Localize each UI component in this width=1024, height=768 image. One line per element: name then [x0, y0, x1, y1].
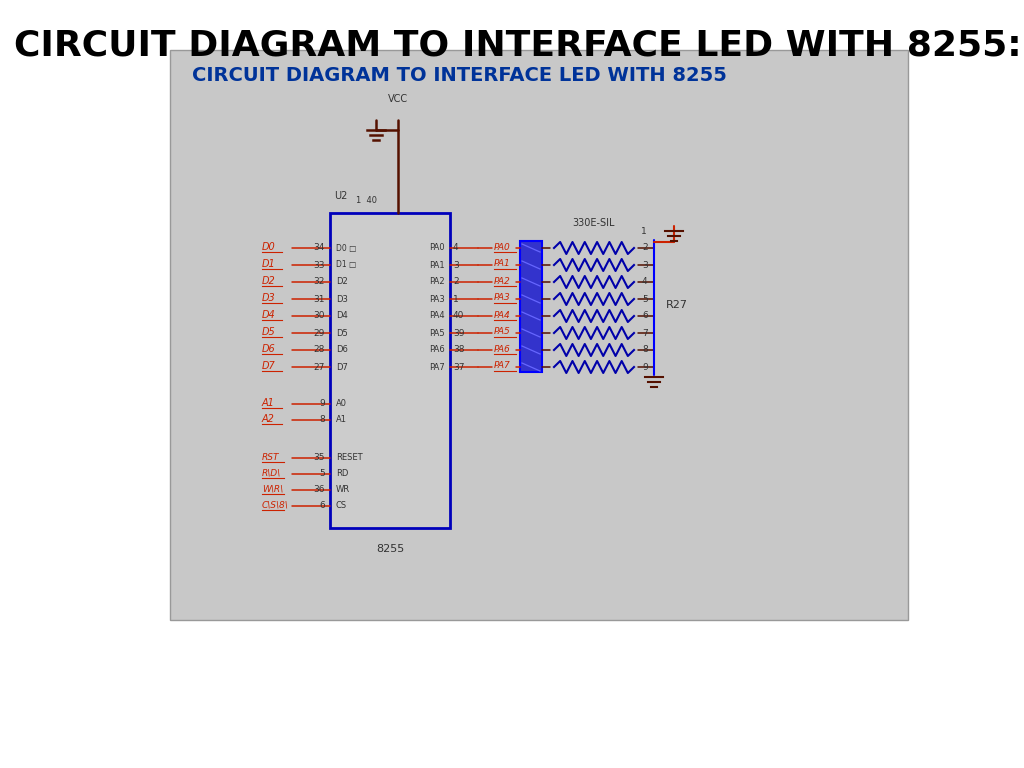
Text: RST: RST: [262, 452, 280, 462]
Text: D3: D3: [336, 294, 348, 303]
Text: PA7: PA7: [429, 362, 445, 372]
Text: U2: U2: [334, 191, 347, 201]
Text: 32: 32: [313, 277, 325, 286]
Text: 4: 4: [642, 277, 647, 286]
Text: RESET: RESET: [336, 453, 362, 462]
Text: 39: 39: [453, 329, 465, 337]
Text: 3: 3: [453, 260, 459, 270]
Text: 6: 6: [642, 312, 648, 320]
Text: CS: CS: [336, 502, 347, 511]
Text: PA3: PA3: [429, 294, 445, 303]
Text: D4: D4: [336, 312, 348, 320]
Text: D1 □: D1 □: [336, 260, 356, 270]
Text: RD: RD: [336, 469, 348, 478]
Text: PA4: PA4: [494, 310, 511, 319]
Text: 5: 5: [642, 294, 648, 303]
Text: PA3: PA3: [494, 293, 511, 303]
Text: D2: D2: [336, 277, 348, 286]
Text: PA0: PA0: [494, 243, 511, 251]
Text: 2: 2: [642, 243, 647, 253]
Text: 4: 4: [453, 243, 459, 253]
Text: D0 □: D0 □: [336, 243, 356, 253]
Text: CIRCUIT DIAGRAM TO INTERFACE LED WITH 8255: CIRCUIT DIAGRAM TO INTERFACE LED WITH 82…: [193, 66, 727, 85]
Text: 9: 9: [642, 362, 648, 372]
Text: PA6: PA6: [494, 345, 511, 353]
Text: 27: 27: [313, 362, 325, 372]
Text: PA7: PA7: [494, 362, 511, 370]
Text: 7: 7: [642, 329, 648, 337]
Text: PA1: PA1: [494, 260, 511, 269]
Text: 28: 28: [313, 346, 325, 355]
Text: 1  40: 1 40: [356, 196, 377, 205]
Text: A0: A0: [336, 399, 347, 409]
Text: 30: 30: [313, 312, 325, 320]
Text: 38: 38: [453, 346, 465, 355]
Text: D6: D6: [262, 344, 275, 354]
Text: A1: A1: [262, 398, 274, 408]
Text: D1: D1: [262, 259, 275, 269]
Text: PA5: PA5: [494, 327, 511, 336]
Text: 8: 8: [319, 415, 325, 425]
Text: 9: 9: [319, 399, 325, 409]
Text: 40: 40: [453, 312, 464, 320]
Text: 1: 1: [453, 294, 459, 303]
Text: PA5: PA5: [429, 329, 445, 337]
Text: D7: D7: [336, 362, 348, 372]
Text: PA4: PA4: [429, 312, 445, 320]
Text: 34: 34: [313, 243, 325, 253]
Text: D2: D2: [262, 276, 275, 286]
Text: R27: R27: [666, 300, 688, 310]
Text: 5: 5: [319, 469, 325, 478]
Text: WR: WR: [336, 485, 350, 495]
Text: 8255: 8255: [376, 544, 404, 554]
Text: PA2: PA2: [494, 276, 511, 286]
Text: D7: D7: [262, 361, 275, 371]
Text: 1: 1: [641, 227, 647, 236]
Text: D0: D0: [262, 242, 275, 252]
Text: 36: 36: [313, 485, 325, 495]
Text: PA6: PA6: [429, 346, 445, 355]
Text: PA2: PA2: [429, 277, 445, 286]
Text: D5: D5: [262, 327, 275, 337]
Text: PA0: PA0: [429, 243, 445, 253]
Text: A2: A2: [262, 414, 274, 424]
Text: PA1: PA1: [429, 260, 445, 270]
Text: 3: 3: [642, 260, 648, 270]
Text: 37: 37: [453, 362, 465, 372]
Text: 8: 8: [642, 346, 648, 355]
Text: 29: 29: [313, 329, 325, 337]
Text: 2: 2: [453, 277, 459, 286]
Text: D3: D3: [262, 293, 275, 303]
Text: R\D\: R\D\: [262, 468, 282, 478]
Text: 33: 33: [313, 260, 325, 270]
Bar: [170, 50, 908, 620]
Text: W\R\: W\R\: [262, 485, 283, 494]
Text: VCC: VCC: [388, 94, 408, 104]
Text: D4: D4: [262, 310, 275, 320]
Bar: [330, 213, 450, 528]
Text: 35: 35: [313, 453, 325, 462]
Text: A1: A1: [336, 415, 347, 425]
Text: 330E-SIL: 330E-SIL: [572, 218, 615, 228]
Text: C\S\8\: C\S\8\: [262, 501, 289, 509]
Text: 31: 31: [313, 294, 325, 303]
Text: 6: 6: [319, 502, 325, 511]
Text: D6: D6: [336, 346, 348, 355]
Text: D5: D5: [336, 329, 348, 337]
Bar: [520, 241, 542, 372]
Text: CIRCUIT DIAGRAM TO INTERFACE LED WITH 8255:: CIRCUIT DIAGRAM TO INTERFACE LED WITH 82…: [14, 28, 1022, 62]
